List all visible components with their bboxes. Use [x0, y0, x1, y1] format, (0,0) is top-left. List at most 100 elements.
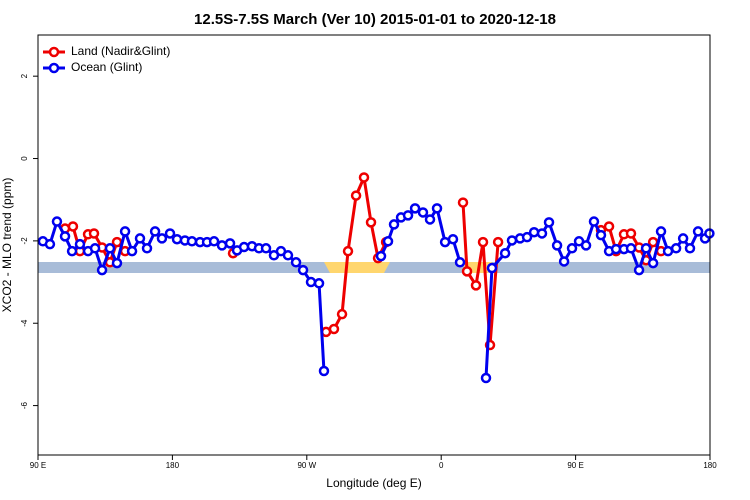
point	[305, 276, 317, 288]
point	[382, 236, 394, 247]
point	[208, 236, 220, 247]
point	[365, 217, 377, 228]
point	[492, 236, 504, 248]
point	[216, 240, 228, 251]
y-tick-label: 2	[20, 73, 29, 78]
point	[111, 257, 123, 269]
series-line	[42, 204, 711, 379]
point	[424, 214, 436, 225]
x-tick-label: 0	[439, 461, 444, 470]
point	[88, 228, 100, 239]
point	[126, 245, 138, 257]
point	[67, 221, 79, 232]
point	[704, 228, 715, 239]
point	[640, 243, 652, 254]
point	[141, 243, 153, 254]
point	[388, 219, 400, 230]
x-tick-label: 90 W	[297, 461, 316, 470]
point	[260, 243, 272, 254]
legend-label: Land (Nadir&Glint)	[71, 44, 170, 58]
y-tick-label: -6	[20, 401, 29, 409]
point	[670, 243, 682, 254]
point	[647, 236, 659, 248]
point	[290, 257, 302, 268]
x-tick-label: 180	[703, 461, 717, 470]
point	[44, 238, 56, 250]
point	[454, 257, 466, 268]
point	[486, 262, 498, 274]
point	[470, 280, 482, 291]
point	[358, 172, 370, 183]
point	[625, 228, 637, 239]
point	[543, 217, 555, 228]
point	[66, 245, 78, 257]
point	[684, 243, 696, 254]
point	[588, 216, 600, 227]
x-axis-label: Longitude (deg E)	[326, 476, 421, 490]
point	[318, 365, 330, 377]
point	[595, 229, 607, 241]
point	[224, 238, 236, 249]
point	[603, 221, 615, 232]
point	[625, 243, 637, 254]
point	[677, 233, 689, 244]
point	[521, 231, 533, 243]
point	[119, 226, 131, 237]
y-tick-label: -2	[20, 237, 29, 245]
point	[477, 236, 489, 248]
point	[558, 256, 570, 267]
point	[350, 190, 362, 201]
point	[96, 264, 108, 276]
point	[313, 278, 325, 289]
point	[633, 264, 645, 276]
point	[111, 236, 123, 248]
point	[461, 266, 473, 277]
point	[297, 264, 309, 276]
point	[51, 216, 63, 227]
point	[566, 243, 578, 254]
point	[580, 240, 592, 251]
point	[149, 226, 161, 237]
point	[134, 233, 146, 244]
point	[328, 323, 340, 335]
point	[59, 231, 71, 242]
legend-label: Ocean (Glint)	[71, 60, 142, 74]
point	[447, 233, 459, 245]
point	[402, 210, 414, 221]
point	[480, 372, 492, 384]
point	[551, 240, 563, 251]
point	[662, 245, 674, 257]
point	[409, 203, 421, 214]
point	[74, 238, 86, 250]
plot-frame	[37, 34, 711, 456]
point	[506, 235, 518, 246]
chart-title: 12.5S-7.5S March (Ver 10) 2015-01-01 to …	[194, 11, 556, 28]
x-tick-label: 90 E	[30, 461, 46, 470]
x-tick-label: 90 E	[567, 461, 583, 470]
point	[528, 226, 540, 238]
point	[156, 233, 168, 244]
point	[431, 203, 443, 214]
land-band	[324, 262, 390, 273]
legend-marker	[48, 46, 60, 58]
point	[457, 197, 469, 208]
point	[647, 257, 659, 269]
point	[655, 226, 667, 237]
x-tick-label: 180	[166, 461, 180, 470]
point	[417, 207, 429, 218]
plot-area	[37, 172, 715, 384]
point	[342, 245, 354, 257]
y-tick-label: 0	[20, 156, 29, 161]
point	[171, 233, 183, 245]
point	[336, 308, 348, 320]
y-tick-label: -4	[20, 319, 29, 327]
legend-marker	[48, 62, 60, 74]
y-axis-label: XCO2 - MLO trend (ppm)	[0, 178, 14, 313]
point	[375, 250, 387, 262]
point	[89, 243, 101, 254]
point	[499, 247, 511, 259]
point	[164, 228, 176, 239]
series-line	[64, 172, 663, 346]
point	[186, 236, 198, 247]
